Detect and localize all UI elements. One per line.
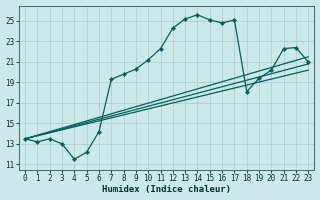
X-axis label: Humidex (Indice chaleur): Humidex (Indice chaleur) <box>102 185 231 194</box>
